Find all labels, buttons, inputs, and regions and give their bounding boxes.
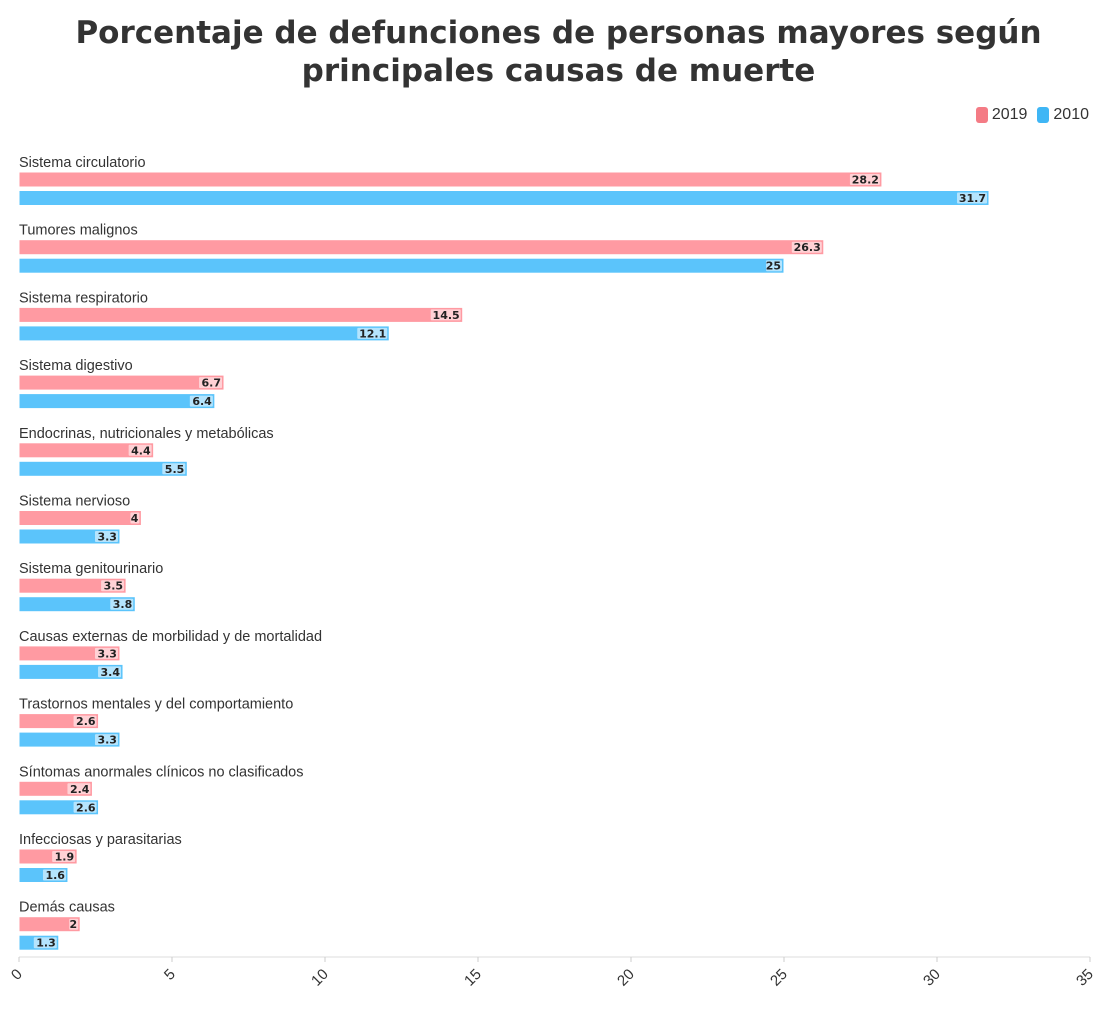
bar-2010 bbox=[18, 460, 188, 477]
x-tick-label: 10 bbox=[308, 966, 332, 990]
bar-2019 bbox=[18, 374, 225, 391]
data-label-2019: 2.4 bbox=[70, 783, 90, 796]
data-label-2010: 3.8 bbox=[113, 598, 133, 611]
legend: 2019 2010 bbox=[975, 106, 1089, 124]
data-label-2019: 2 bbox=[70, 918, 78, 931]
data-label-2010: 3.4 bbox=[101, 666, 121, 679]
data-label-bg bbox=[94, 734, 118, 746]
x-tick-label: 25 bbox=[767, 966, 791, 990]
data-label-bg bbox=[52, 851, 76, 862]
category-label: Sistema genitourinario bbox=[19, 561, 163, 577]
legend-swatch-2019 bbox=[975, 107, 988, 123]
data-label-2010: 3.3 bbox=[97, 734, 117, 747]
bar-2019 bbox=[18, 645, 121, 662]
category-label: Síntomas anormales clínicos no clasifica… bbox=[19, 764, 304, 780]
bar-2019 bbox=[18, 239, 825, 256]
x-tick-label: 20 bbox=[614, 966, 638, 990]
data-label-2019: 14.5 bbox=[433, 309, 460, 322]
bar-2019 bbox=[18, 510, 142, 526]
category-label: Infecciosas y parasitarias bbox=[19, 832, 182, 848]
data-label-2019: 2.6 bbox=[76, 715, 96, 728]
data-label-bg bbox=[766, 260, 782, 272]
data-label-bg bbox=[430, 309, 461, 321]
data-label-2010: 5.5 bbox=[165, 463, 185, 476]
bar-2010 bbox=[18, 596, 136, 613]
data-label-bg bbox=[957, 192, 988, 204]
data-label-2019: 1.9 bbox=[55, 851, 75, 864]
data-label-bg bbox=[33, 937, 57, 949]
data-label-bg bbox=[69, 918, 79, 930]
data-label-2019: 4 bbox=[131, 512, 139, 525]
data-label-2010: 1.6 bbox=[45, 869, 65, 882]
data-label-bg bbox=[73, 801, 97, 813]
data-label-2019: 6.7 bbox=[202, 377, 222, 390]
data-label-2010: 3.3 bbox=[97, 531, 117, 544]
x-tick-label: 30 bbox=[920, 966, 944, 990]
legend-swatch-2010 bbox=[1037, 107, 1050, 123]
data-label-2019: 3.3 bbox=[97, 647, 117, 660]
bar-2010 bbox=[18, 325, 390, 342]
data-label-bg bbox=[42, 869, 66, 881]
data-label-bg bbox=[189, 395, 213, 407]
legend-label-2010: 2010 bbox=[1053, 106, 1089, 123]
data-label-2019: 26.3 bbox=[794, 241, 821, 254]
data-label-2019: 28.2 bbox=[852, 174, 879, 187]
data-label-2010: 31.7 bbox=[959, 192, 986, 205]
bar-2019 bbox=[18, 916, 81, 933]
data-label-bg bbox=[849, 174, 880, 185]
data-label-bg bbox=[199, 377, 223, 389]
category-label: Sistema digestivo bbox=[19, 358, 133, 374]
data-label-bg bbox=[94, 531, 118, 542]
category-label: Trastornos mentales y del comportamiento bbox=[19, 697, 293, 713]
bar-2010 bbox=[18, 528, 121, 545]
bar-2010 bbox=[18, 190, 990, 206]
category-label: Sistema nervioso bbox=[19, 494, 130, 510]
data-label-bg bbox=[110, 598, 134, 610]
bar-2010 bbox=[18, 663, 124, 680]
bar-2010 bbox=[18, 257, 785, 274]
data-label-2019: 3.5 bbox=[104, 580, 124, 593]
x-tick-label: 5 bbox=[161, 966, 179, 984]
category-label: Causas externas de morbilidad y de morta… bbox=[19, 629, 322, 645]
bar-2019 bbox=[18, 306, 464, 323]
data-label-bg bbox=[98, 666, 122, 678]
category-label: Sistema circulatorio bbox=[19, 155, 146, 171]
data-label-bg bbox=[73, 715, 97, 727]
x-tick-label: 35 bbox=[1073, 966, 1097, 990]
chart-title: Porcentaje de defunciones de personas ma… bbox=[75, 15, 1042, 89]
legend-label-2019: 2019 bbox=[991, 106, 1028, 123]
bar-2019 bbox=[18, 442, 155, 459]
data-label-2019: 4.4 bbox=[131, 444, 151, 457]
category-label: Sistema respiratorio bbox=[19, 290, 148, 306]
legend-item-2010[interactable]: 2010 bbox=[1037, 106, 1089, 124]
data-label-2010: 2.6 bbox=[76, 801, 96, 814]
x-tick-label: 15 bbox=[461, 966, 485, 990]
data-label-bg bbox=[67, 783, 91, 795]
legend-item-2019[interactable]: 2019 bbox=[975, 106, 1028, 124]
data-label-bg bbox=[101, 580, 125, 592]
bar-2019 bbox=[18, 577, 127, 594]
data-label-2010: 6.4 bbox=[192, 395, 212, 408]
category-label: Tumores malignos bbox=[19, 223, 138, 239]
data-label-bg bbox=[791, 241, 822, 253]
data-label-bg bbox=[94, 647, 118, 659]
data-label-bg bbox=[162, 463, 186, 475]
data-label-2010: 25 bbox=[766, 260, 781, 273]
category-label: Demás causas bbox=[19, 900, 115, 916]
bar-2019 bbox=[18, 171, 883, 188]
data-label-bg bbox=[130, 512, 140, 524]
data-label-2010: 1.3 bbox=[36, 937, 56, 950]
data-label-bg bbox=[128, 444, 152, 456]
bar-2010 bbox=[18, 731, 121, 748]
category-label: Endocrinas, nutricionales y metabólicas bbox=[19, 426, 274, 442]
data-label-2010: 12.1 bbox=[359, 327, 386, 340]
data-label-bg bbox=[357, 327, 388, 339]
x-tick-label: 0 bbox=[8, 966, 26, 984]
bar-2010 bbox=[18, 393, 216, 410]
